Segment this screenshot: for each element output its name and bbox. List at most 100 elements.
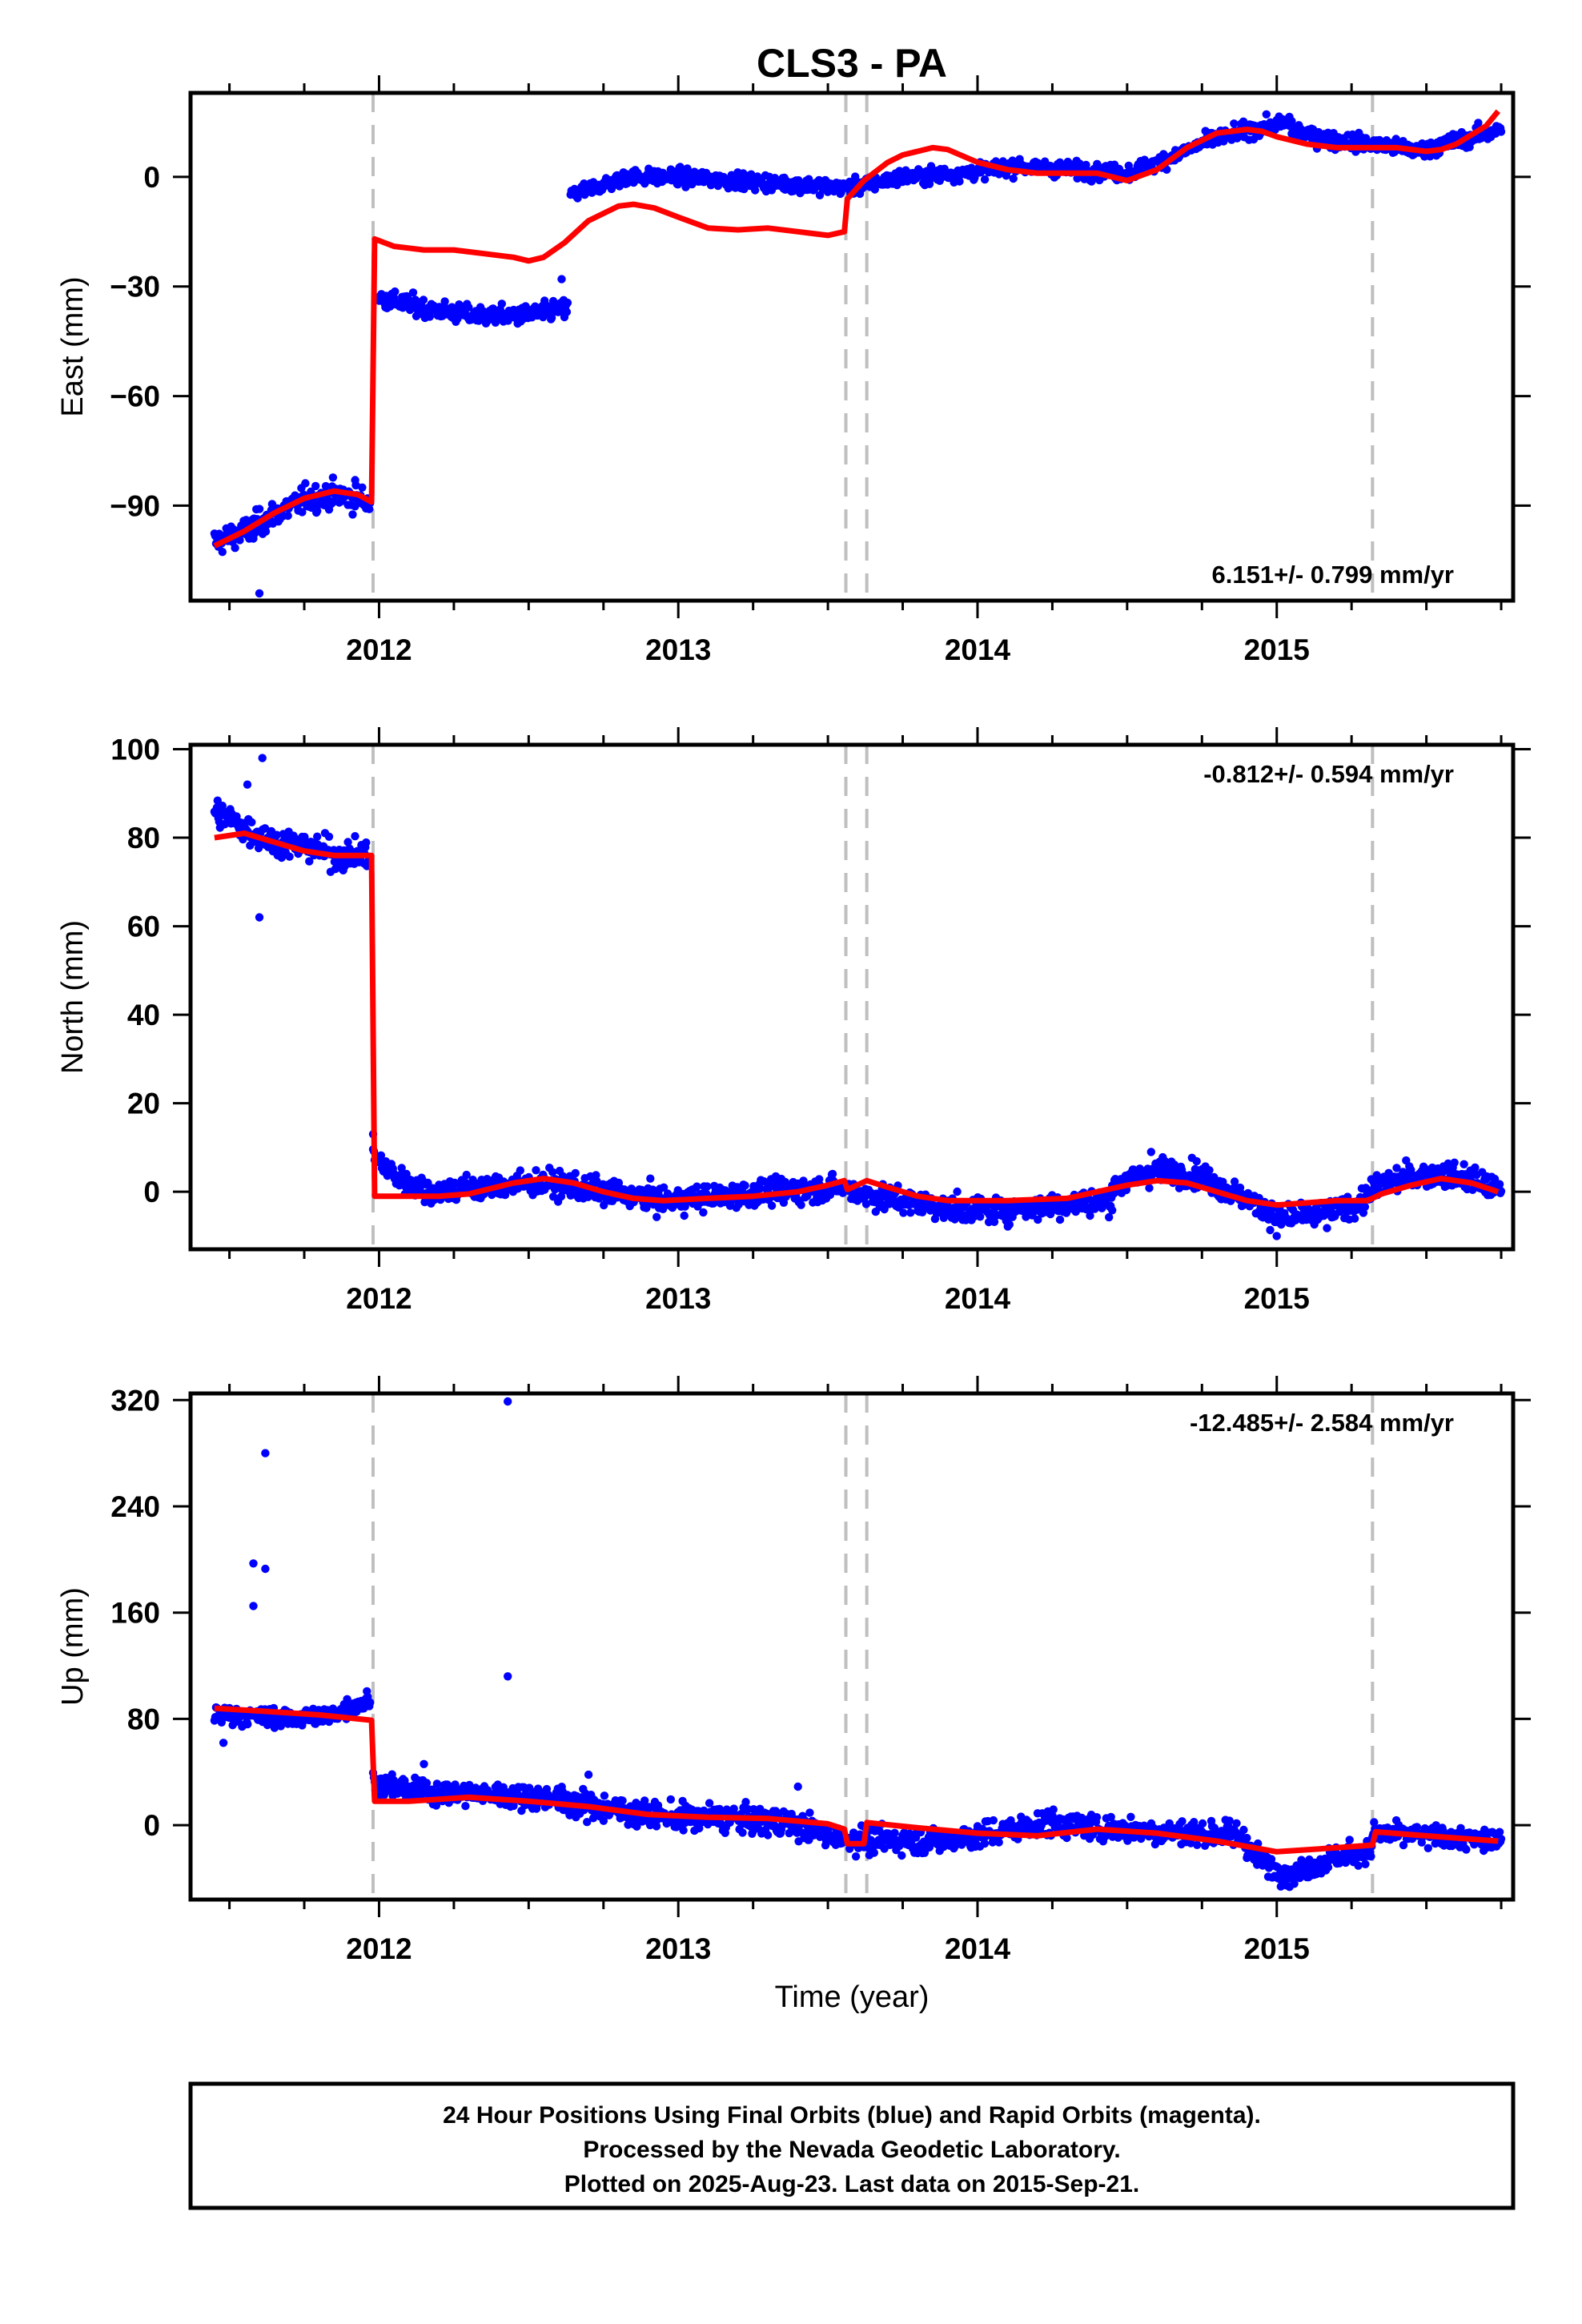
data-point <box>738 1828 747 1837</box>
data-point <box>1354 1861 1363 1870</box>
data-point <box>424 1178 432 1188</box>
data-point <box>1496 1187 1506 1196</box>
x-tick-label: 2014 <box>945 633 1011 666</box>
data-point <box>348 510 357 519</box>
data-point <box>1162 165 1171 174</box>
data-point <box>1323 1224 1331 1232</box>
data-point <box>497 300 506 308</box>
data-point <box>311 481 320 491</box>
data-point <box>1150 1839 1160 1849</box>
x-tick-label: 2012 <box>346 633 412 666</box>
data-point <box>851 1852 861 1861</box>
chart-title: CLS3 - PA <box>757 41 947 86</box>
y-tick-label: 0 <box>143 1176 160 1208</box>
data-point <box>679 1826 688 1835</box>
data-point <box>1178 1817 1186 1826</box>
y-tick-label: −30 <box>110 271 160 304</box>
data-point <box>343 838 352 846</box>
data-point <box>1239 1825 1248 1835</box>
data-point <box>990 1217 999 1227</box>
data-point <box>805 175 813 183</box>
data-point <box>1243 1833 1251 1843</box>
data-point <box>1323 1863 1333 1872</box>
data-point <box>464 303 473 312</box>
data-point <box>890 1828 899 1837</box>
data-point <box>693 1182 701 1191</box>
x-tick-label: 2015 <box>1244 633 1310 666</box>
data-point <box>1225 1816 1234 1825</box>
plot-frame <box>188 742 1516 1252</box>
data-point <box>365 505 374 513</box>
data-point <box>283 511 292 521</box>
y-tick-label: 20 <box>127 1088 160 1120</box>
data-point <box>313 506 322 516</box>
data-point <box>700 1806 709 1815</box>
data-point <box>1049 1805 1058 1814</box>
data-point <box>1360 1202 1370 1212</box>
data-point <box>741 1181 749 1190</box>
data-point <box>955 177 964 186</box>
data-point <box>563 298 572 308</box>
data-point <box>1105 1212 1114 1222</box>
data-point <box>763 1831 773 1839</box>
data-point <box>1361 1860 1370 1868</box>
data-point <box>231 544 239 553</box>
data-point <box>217 1718 226 1727</box>
data-point <box>440 297 449 306</box>
data-point <box>400 1776 409 1785</box>
data-point <box>1192 1156 1201 1166</box>
data-point <box>600 1791 609 1800</box>
data-point <box>324 832 334 842</box>
y-tick-label: −60 <box>110 380 160 413</box>
data-point <box>646 1174 655 1183</box>
plot-frame <box>188 90 1516 603</box>
data-point <box>358 483 367 492</box>
data-point <box>1230 119 1239 128</box>
data-point <box>419 296 428 304</box>
data-point <box>980 1839 990 1848</box>
data-point <box>805 1808 814 1817</box>
outlier-point <box>557 275 566 283</box>
data-point <box>1205 1166 1214 1175</box>
data-point <box>305 857 314 866</box>
rate-annotation: -0.812+/- 0.594 mm/yr <box>1203 760 1454 788</box>
data-point <box>583 1818 592 1827</box>
data-point <box>976 1212 985 1221</box>
data-point <box>1462 1845 1471 1854</box>
data-point <box>1078 1813 1086 1823</box>
data-point <box>408 288 418 297</box>
data-point <box>397 1164 406 1172</box>
data-point <box>897 1851 906 1860</box>
data-point <box>1399 1840 1408 1850</box>
x-tick-label: 2014 <box>945 1282 1011 1315</box>
data-point <box>703 1182 712 1191</box>
data-point <box>1108 1206 1117 1215</box>
y-tick-label: 0 <box>143 161 160 194</box>
data-point <box>247 818 256 826</box>
data-point <box>235 536 244 545</box>
data-point <box>328 473 338 482</box>
data-point <box>953 1187 962 1196</box>
data-point <box>1345 1835 1354 1844</box>
data-point <box>751 186 760 195</box>
outlier-point <box>249 534 258 543</box>
x-tick-label: 2015 <box>1244 1282 1310 1315</box>
data-point <box>1145 1184 1154 1192</box>
data-point <box>516 1166 524 1175</box>
data-point <box>301 479 310 488</box>
outlier-point <box>243 780 252 789</box>
outlier-point <box>351 476 359 485</box>
data-point <box>1193 1840 1202 1849</box>
data-point <box>391 287 400 296</box>
data-point <box>1005 1220 1014 1229</box>
data-point <box>1412 1823 1422 1831</box>
data-point <box>548 1168 557 1176</box>
data-point <box>1350 1214 1359 1223</box>
data-point <box>425 312 434 321</box>
data-point <box>366 1698 375 1707</box>
data-point <box>272 830 281 839</box>
data-point <box>313 832 322 841</box>
data-point <box>1062 1833 1071 1843</box>
